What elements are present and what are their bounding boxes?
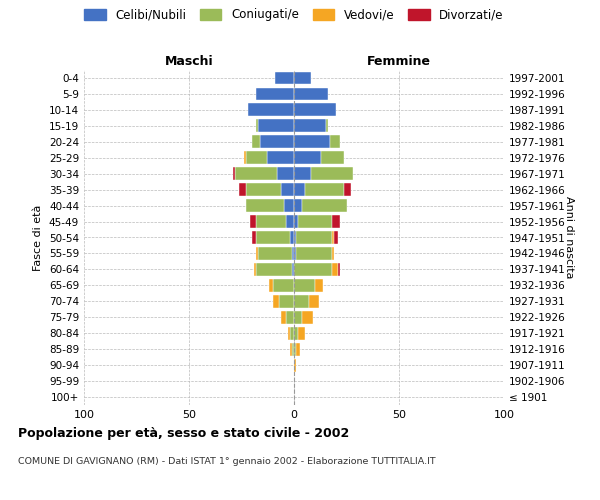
Bar xyxy=(252,231,256,244)
Bar xyxy=(294,168,311,180)
Bar xyxy=(305,184,344,196)
Bar xyxy=(294,215,298,228)
Bar xyxy=(338,263,340,276)
Legend: Celibi/Nubili, Coniugati/e, Vedovi/e, Divorzati/e: Celibi/Nubili, Coniugati/e, Vedovi/e, Di… xyxy=(82,6,506,24)
Bar xyxy=(256,215,286,228)
Bar xyxy=(332,231,334,244)
Bar xyxy=(294,279,315,291)
Bar xyxy=(286,311,294,324)
Bar xyxy=(290,343,292,355)
Bar xyxy=(294,184,305,196)
Bar xyxy=(332,215,340,228)
Bar xyxy=(294,343,296,355)
Bar xyxy=(332,247,334,260)
Bar xyxy=(332,263,338,276)
Bar xyxy=(281,311,286,324)
Bar xyxy=(315,279,323,291)
Bar xyxy=(273,295,280,308)
Bar xyxy=(286,215,294,228)
Bar xyxy=(290,327,294,340)
Bar xyxy=(302,199,347,212)
Bar xyxy=(294,152,322,164)
Bar xyxy=(296,247,332,260)
Bar xyxy=(256,231,290,244)
Bar xyxy=(256,88,294,101)
Bar xyxy=(248,104,294,117)
Bar xyxy=(294,199,302,212)
Bar xyxy=(256,247,259,260)
Bar xyxy=(294,311,302,324)
Bar xyxy=(294,247,296,260)
Bar xyxy=(296,343,301,355)
Bar xyxy=(292,343,294,355)
Bar xyxy=(246,199,284,212)
Bar xyxy=(294,136,330,148)
Bar xyxy=(266,152,294,164)
Y-axis label: Anni di nascita: Anni di nascita xyxy=(564,196,574,279)
Bar xyxy=(294,120,325,132)
Bar xyxy=(235,168,277,180)
Bar xyxy=(294,263,332,276)
Text: Maschi: Maschi xyxy=(164,56,214,68)
Bar xyxy=(246,184,281,196)
Bar xyxy=(277,168,294,180)
Bar xyxy=(260,136,294,148)
Bar xyxy=(275,72,294,85)
Bar xyxy=(296,231,332,244)
Bar xyxy=(280,295,294,308)
Bar xyxy=(294,358,296,372)
Bar xyxy=(298,327,305,340)
Bar xyxy=(292,247,294,260)
Bar xyxy=(233,168,235,180)
Bar xyxy=(254,263,256,276)
Bar xyxy=(322,152,344,164)
Bar xyxy=(281,184,294,196)
Bar xyxy=(284,199,294,212)
Text: Femmine: Femmine xyxy=(367,56,431,68)
Bar xyxy=(294,104,336,117)
Bar xyxy=(259,120,294,132)
Bar xyxy=(244,152,246,164)
Bar xyxy=(258,247,292,260)
Bar xyxy=(250,215,256,228)
Bar xyxy=(273,279,294,291)
Bar xyxy=(311,168,353,180)
Bar xyxy=(330,136,340,148)
Bar xyxy=(294,231,296,244)
Bar xyxy=(256,120,259,132)
Bar xyxy=(294,88,328,101)
Text: COMUNE DI GAVIGNANO (RM) - Dati ISTAT 1° gennaio 2002 - Elaborazione TUTTITALIA.: COMUNE DI GAVIGNANO (RM) - Dati ISTAT 1°… xyxy=(18,458,436,466)
Bar xyxy=(292,263,294,276)
Bar xyxy=(246,152,266,164)
Bar xyxy=(269,279,273,291)
Bar xyxy=(298,215,332,228)
Bar xyxy=(256,263,292,276)
Bar xyxy=(302,311,313,324)
Bar xyxy=(239,184,246,196)
Bar xyxy=(309,295,319,308)
Bar xyxy=(290,231,294,244)
Bar xyxy=(294,327,298,340)
Bar xyxy=(288,327,290,340)
Bar xyxy=(334,231,338,244)
Bar xyxy=(325,120,328,132)
Text: Popolazione per età, sesso e stato civile - 2002: Popolazione per età, sesso e stato civil… xyxy=(18,428,349,440)
Bar xyxy=(344,184,350,196)
Y-axis label: Fasce di età: Fasce di età xyxy=(34,204,43,270)
Bar xyxy=(252,136,260,148)
Bar xyxy=(294,72,311,85)
Bar xyxy=(294,295,309,308)
